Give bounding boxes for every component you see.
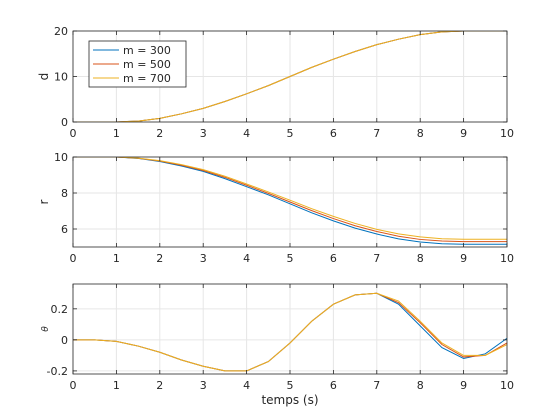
x-tick-label: 9 <box>460 127 467 140</box>
y-tick-label: -0.2 <box>47 365 68 378</box>
x-tick-label: 4 <box>243 127 250 140</box>
y-tick-label: 10 <box>54 151 68 164</box>
y-tick-label: 6 <box>61 223 68 236</box>
x-tick-label: 1 <box>113 127 120 140</box>
x-tick-label: 6 <box>330 127 337 140</box>
x-tick-label: 2 <box>156 379 163 392</box>
y-axis-label: d <box>37 73 51 81</box>
x-tick-label: 5 <box>287 127 294 140</box>
y-tick-label: 8 <box>61 187 68 200</box>
x-tick-label: 10 <box>500 379 514 392</box>
x-tick-label: 0 <box>70 127 77 140</box>
x-tick-label: 7 <box>373 252 380 265</box>
subplot-2: 0 1 2 3 4 5 6 7 8 9 10 6 8 10 r <box>37 151 514 265</box>
x-tick-label: 1 <box>113 252 120 265</box>
x-tick-label: 0 <box>70 252 77 265</box>
x-tick-label: 6 <box>330 252 337 265</box>
y-tick-label: 0 <box>61 116 68 129</box>
y-tick-label: 10 <box>54 71 68 84</box>
series-line-3 <box>73 31 507 122</box>
legend-entry: m = 300 <box>123 44 171 57</box>
x-tick-label: 5 <box>287 379 294 392</box>
x-tick-label: 8 <box>417 379 424 392</box>
legend-entry: m = 700 <box>123 72 171 85</box>
y-axis-label: r <box>37 199 51 204</box>
x-tick-label: 8 <box>417 252 424 265</box>
legend-entry: m = 500 <box>123 58 171 71</box>
series-line-3 <box>73 292 507 372</box>
y-axis-label: θ <box>41 326 51 332</box>
x-tick-label: 4 <box>243 252 250 265</box>
x-tick-label: 9 <box>460 379 467 392</box>
x-tick-label: 3 <box>200 379 207 392</box>
x-tick-label: 9 <box>460 252 467 265</box>
x-tick-label: 1 <box>113 379 120 392</box>
x-tick-label: 8 <box>417 127 424 140</box>
series-line-3 <box>73 157 507 240</box>
x-tick-label: 3 <box>200 252 207 265</box>
x-tick-label: 2 <box>156 252 163 265</box>
x-axis-label: temps (s) <box>261 393 318 407</box>
x-tick-label: 10 <box>500 127 514 140</box>
y-tick-label: 0.2 <box>51 303 69 316</box>
x-tick-label: 5 <box>287 252 294 265</box>
x-tick-label: 6 <box>330 379 337 392</box>
y-tick-label: 20 <box>54 25 68 38</box>
y-tick-label: 0 <box>61 334 68 347</box>
x-tick-label: 4 <box>243 379 250 392</box>
x-tick-label: 10 <box>500 252 514 265</box>
x-tick-label: 7 <box>373 127 380 140</box>
x-tick-label: 2 <box>156 127 163 140</box>
x-tick-label: 0 <box>70 379 77 392</box>
x-tick-label: 7 <box>373 379 380 392</box>
x-tick-label: 3 <box>200 127 207 140</box>
